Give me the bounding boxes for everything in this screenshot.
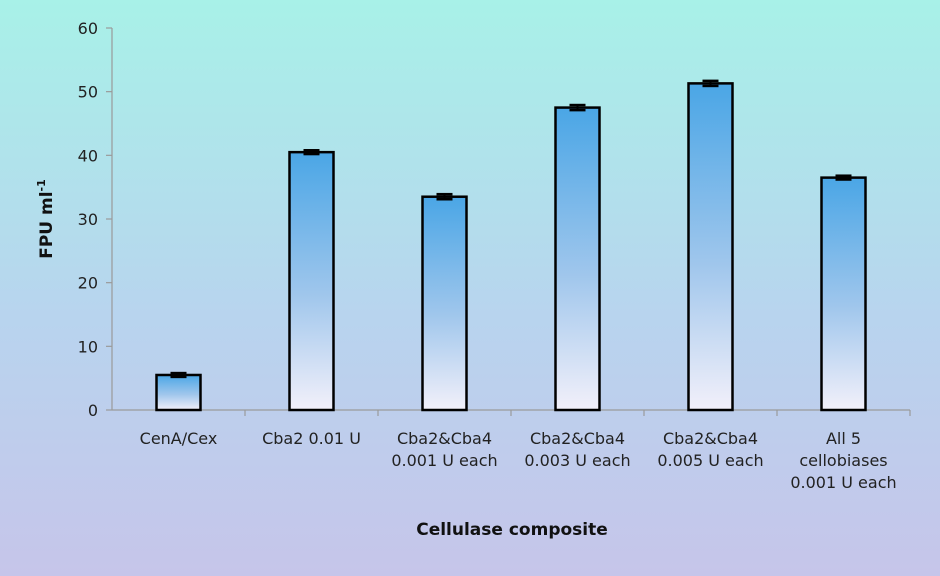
error-bar xyxy=(835,174,852,181)
y-axis: 0 10 20 30 40 50 60 xyxy=(78,19,113,420)
error-bar xyxy=(170,371,187,379)
x-category-label: All 5 cellobiases 0.001 U each xyxy=(790,429,896,492)
bars xyxy=(155,79,867,412)
y-tick-label: 0 xyxy=(88,401,98,420)
bar xyxy=(421,195,468,412)
x-category-label: Cba2&Cba4 0.005 U each xyxy=(657,429,763,470)
x-category-label: Cba2 0.01 U xyxy=(262,429,361,448)
y-tick-label: 10 xyxy=(78,337,98,356)
y-tick-label: 60 xyxy=(78,19,98,38)
y-tick-label: 30 xyxy=(78,210,98,229)
error-bar xyxy=(702,79,719,88)
x-axis: CenA/Cex Cba2 0.01 U Cba2&Cba4 0.001 U each… xyxy=(112,409,911,492)
error-bar xyxy=(436,192,453,201)
bar xyxy=(554,106,601,412)
bar xyxy=(155,373,202,412)
x-category-label: CenA/Cex xyxy=(140,429,218,448)
bar xyxy=(687,82,734,412)
y-tick-label: 20 xyxy=(78,274,98,293)
x-category-label: Cba2&Cba4 0.003 U each xyxy=(524,429,630,470)
y-tick-label: 40 xyxy=(78,146,98,165)
y-tick-label: 50 xyxy=(78,83,98,102)
y-axis-title: FPU ml-1 xyxy=(35,179,57,259)
error-bar xyxy=(569,103,586,112)
x-category-label: Cba2&Cba4 0.001 U each xyxy=(391,429,497,470)
bar xyxy=(820,176,867,412)
bar xyxy=(288,150,335,412)
x-axis-title: Cellulase composite xyxy=(416,520,608,540)
error-bar xyxy=(303,148,320,156)
